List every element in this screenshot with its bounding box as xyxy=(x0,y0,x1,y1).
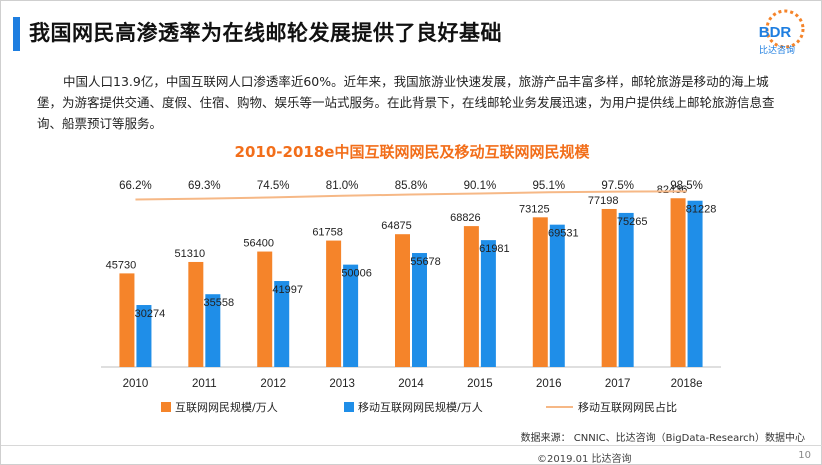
x-tick-label: 2018e xyxy=(671,378,703,390)
bar-mobile xyxy=(549,224,565,367)
legend-label-netizen: 互联网网民规模/万人 xyxy=(175,400,278,414)
data-label-netizen: 73125 xyxy=(519,203,550,215)
ratio-label: 95.1% xyxy=(532,180,565,192)
data-label-mobile: 50006 xyxy=(341,268,372,280)
bar-mobile xyxy=(618,212,634,367)
x-tick-label: 2012 xyxy=(260,378,286,390)
ratio-label: 97.5% xyxy=(601,180,634,192)
data-label-netizen: 64875 xyxy=(381,220,412,232)
x-tick-label: 2016 xyxy=(536,378,562,390)
x-tick-label: 2010 xyxy=(123,378,149,390)
data-label-netizen: 77198 xyxy=(588,195,619,207)
data-label-mobile: 69531 xyxy=(548,228,579,240)
x-tick-label: 2011 xyxy=(192,378,217,390)
footer-copyright: ©2019.01 比达咨询 xyxy=(537,454,632,465)
legend-label-mobile: 移动互联网网民规模/万人 xyxy=(358,400,483,414)
data-source-note: 数据来源： CNNIC、比达咨询（BigData-Research）数据中心 xyxy=(520,433,805,444)
bar-netizen xyxy=(670,198,686,367)
intro-paragraph: 中国人口13.9亿，中国互联网人口渗透率近60%。近年来，我国旅游业快速发展，旅… xyxy=(37,74,775,131)
page-number: 10 xyxy=(798,450,811,461)
chart: 2010-2018e中国互联网网民及移动互联网网民规模 45730 30274 201… xyxy=(101,143,721,414)
data-label-netizen: 61758 xyxy=(312,227,343,239)
ratio-label: 98.5% xyxy=(670,180,703,192)
bar-mobile xyxy=(480,240,496,367)
data-label-mobile: 81228 xyxy=(686,204,717,216)
ratio-line xyxy=(135,190,687,201)
slide-title: 我国网民高渗透率为在线邮轮发展提供了良好基础 xyxy=(29,21,502,45)
data-label-netizen: 56400 xyxy=(243,238,274,250)
ratio-label: 69.3% xyxy=(188,180,221,192)
ratio-label: 90.1% xyxy=(464,180,497,192)
bar-netizen xyxy=(532,217,548,367)
data-label-mobile: 41997 xyxy=(272,284,303,296)
x-tick-label: 2013 xyxy=(329,378,355,390)
data-label-netizen: 45730 xyxy=(106,259,137,271)
legend-label-ratio: 移动互联网网民占比 xyxy=(578,400,677,414)
ratio-label: 74.5% xyxy=(257,180,290,192)
bar-mobile xyxy=(687,200,703,367)
x-tick-label: 2017 xyxy=(605,378,631,390)
bar-netizen xyxy=(463,226,479,367)
ratio-label: 66.2% xyxy=(119,180,152,192)
data-label-mobile: 61981 xyxy=(479,243,510,255)
data-label-netizen: 68826 xyxy=(450,212,481,224)
data-label-mobile: 35558 xyxy=(204,297,235,309)
data-label-mobile: 30274 xyxy=(135,308,166,320)
bar-mobile xyxy=(205,294,221,367)
data-label-mobile: 55678 xyxy=(410,256,441,268)
bar-mobile xyxy=(274,281,290,367)
logo-sunburst-icon xyxy=(765,9,805,49)
bar-netizen xyxy=(395,234,410,367)
bar-mobile xyxy=(136,305,152,367)
ratio-label: 81.0% xyxy=(326,180,359,192)
x-tick-label: 2015 xyxy=(467,378,493,390)
bar-netizen xyxy=(257,251,273,367)
logo-subtext: 比达咨询 xyxy=(759,44,795,56)
bar-mobile xyxy=(343,264,359,367)
data-label-netizen: 51310 xyxy=(175,248,206,260)
data-label-mobile: 75265 xyxy=(617,216,648,228)
x-tick-label: 2014 xyxy=(398,378,424,390)
title-accent-bar xyxy=(13,17,20,51)
data-label-netizen: 82436 xyxy=(657,184,688,196)
bar-netizen xyxy=(601,208,617,367)
logo-text: BDR xyxy=(759,24,792,41)
bar-mobile xyxy=(412,253,427,367)
legend-swatch-mobile xyxy=(344,402,354,412)
chart-title: 2010-2018e中国互联网网民及移动互联网网民规模 xyxy=(235,143,591,161)
bar-netizen xyxy=(326,240,342,367)
legend-swatch-netizen xyxy=(161,402,171,412)
ratio-label: 85.8% xyxy=(395,180,428,192)
footer-divider xyxy=(1,445,822,446)
bar-netizen xyxy=(119,273,135,367)
bdr-logo: BDR 比达咨询 xyxy=(759,9,805,56)
bar-netizen xyxy=(188,261,204,367)
